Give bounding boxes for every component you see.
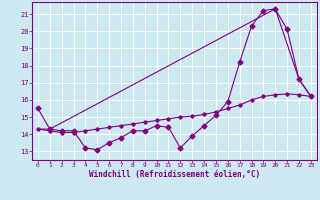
X-axis label: Windchill (Refroidissement éolien,°C): Windchill (Refroidissement éolien,°C)	[89, 170, 260, 179]
